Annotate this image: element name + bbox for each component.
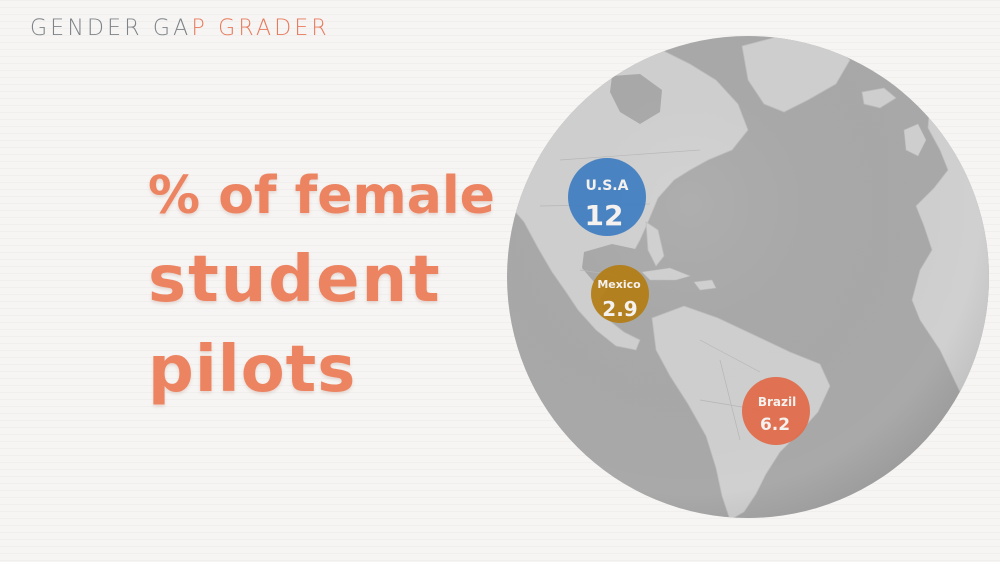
brand-logo: GENDER GAP GRADER <box>30 16 330 41</box>
headline-line1: % of female <box>148 166 495 226</box>
headline-line3: pilots <box>148 333 357 407</box>
marker-usa: U.S.A 12 <box>568 158 646 236</box>
marker-usa-circle <box>568 158 646 236</box>
brand-title-part2: P GRADER <box>191 16 330 41</box>
headline-line2: student <box>148 243 442 317</box>
marker-brazil-circle <box>742 377 810 445</box>
marker-mexico-value: 2.9 <box>602 297 637 321</box>
brand-title-part1: GENDER GA <box>30 16 192 41</box>
marker-mexico-circle <box>591 265 649 323</box>
marker-usa-country: U.S.A <box>586 178 629 194</box>
marker-brazil: Brazil 6.2 <box>742 377 810 445</box>
headline: % of female student pilots <box>148 170 495 402</box>
marker-mexico-country: Mexico <box>597 278 641 291</box>
marker-mexico: Mexico 2.9 <box>591 265 649 323</box>
marker-usa-value: 12 <box>585 199 624 232</box>
globe-shading <box>507 36 989 518</box>
marker-brazil-country: Brazil <box>758 395 796 409</box>
marker-brazil-value: 6.2 <box>760 415 790 435</box>
